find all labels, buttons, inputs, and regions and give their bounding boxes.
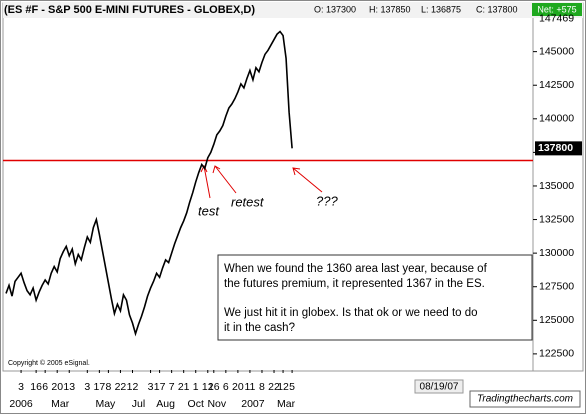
x-period-label: 2007 xyxy=(241,398,265,410)
y-tick-label: 145000 xyxy=(539,45,574,57)
quote-low: L: 136875 xyxy=(421,4,461,14)
last-price: 137800 xyxy=(538,142,573,154)
x-tick-label: 6 xyxy=(223,381,229,393)
x-tick-label: 7 xyxy=(169,381,175,393)
x-period-label: Mar xyxy=(51,398,70,410)
quote-close: C: 137800 xyxy=(476,4,518,14)
net-change: Net: +575 xyxy=(537,4,576,14)
y-tick-label: 132500 xyxy=(539,213,574,225)
note-line: We just hit it in globex. Is that ok or … xyxy=(224,307,478,319)
x-period-label: Jul xyxy=(132,398,145,410)
annotation: retest xyxy=(231,194,265,209)
x-tick-label: 5 xyxy=(289,381,295,393)
y-tick-label: 135000 xyxy=(539,180,574,192)
x-tick-label: 17 xyxy=(94,381,106,393)
arrows xyxy=(200,164,323,199)
watermark: Tradingthecharts.com xyxy=(477,394,573,405)
x-tick-label: 21 xyxy=(178,381,190,393)
x-tick-label: 22 xyxy=(268,381,280,393)
header-bar xyxy=(3,2,583,18)
x-tick-label: 12 xyxy=(202,381,214,393)
x-tick-label: 3 xyxy=(18,381,24,393)
high-label: 147469 xyxy=(539,12,574,24)
x-tick-label: 20 xyxy=(51,381,63,393)
x-tick-label: 11 xyxy=(244,381,255,393)
date: 08/19/07 xyxy=(420,382,459,393)
x-period-label: 2006 xyxy=(9,398,33,410)
y-tick-label: 130000 xyxy=(539,247,574,259)
price-line xyxy=(5,30,293,337)
x-period-label: Oct xyxy=(188,398,204,410)
x-tick-label: 3 xyxy=(148,381,154,393)
x-tick-label: 1 xyxy=(193,381,199,393)
x-tick-label: 12 xyxy=(127,381,139,393)
annotation: test xyxy=(198,203,220,218)
note-box xyxy=(217,254,533,341)
x-tick-label: 6 xyxy=(42,381,48,393)
x-tick-label: 16 xyxy=(30,381,42,393)
date-box xyxy=(414,379,464,394)
x-tick-label: 12 xyxy=(277,381,289,393)
x-period-label: Nov xyxy=(207,398,226,410)
y-tick-label: 127500 xyxy=(539,280,574,292)
y-tick-label: 142500 xyxy=(539,79,574,91)
note-line: the futures premium, it represented 1367… xyxy=(224,278,485,290)
y-tick-label: 140000 xyxy=(539,113,574,125)
quote-open: O: 137300 xyxy=(314,4,356,14)
x-period-label: Aug xyxy=(156,398,175,410)
x-tick-label: 20 xyxy=(232,381,244,393)
chart-title: (ES #F - S&P 500 E-MINI FUTURES - GLOBEX… xyxy=(4,4,255,16)
watermark-box xyxy=(469,390,581,408)
y-tick-label: 122500 xyxy=(539,348,574,360)
y-tick-label: 125000 xyxy=(539,314,574,326)
x-tick-label: 13 xyxy=(63,381,75,393)
copyright: Copyright © 2005 eSignal. xyxy=(8,359,90,367)
x-tick-label: 17 xyxy=(154,381,166,393)
x-tick-label: 8 xyxy=(105,381,111,393)
last-price-box xyxy=(535,141,582,156)
x-period-label: May xyxy=(95,398,116,410)
x-tick-label: 16 xyxy=(208,381,220,393)
x-tick-label: 8 xyxy=(259,381,265,393)
note-line: When we found the 1360 area last year, b… xyxy=(224,263,488,275)
x-period-label: Mar xyxy=(277,398,296,410)
annotation: ??? xyxy=(316,193,338,208)
quote-high: H: 137850 xyxy=(369,4,411,14)
x-tick-label: 3 xyxy=(84,381,90,393)
x-tick-label: 22 xyxy=(115,381,127,393)
note-line: it in the cash? xyxy=(224,322,295,334)
net-box xyxy=(532,3,582,16)
